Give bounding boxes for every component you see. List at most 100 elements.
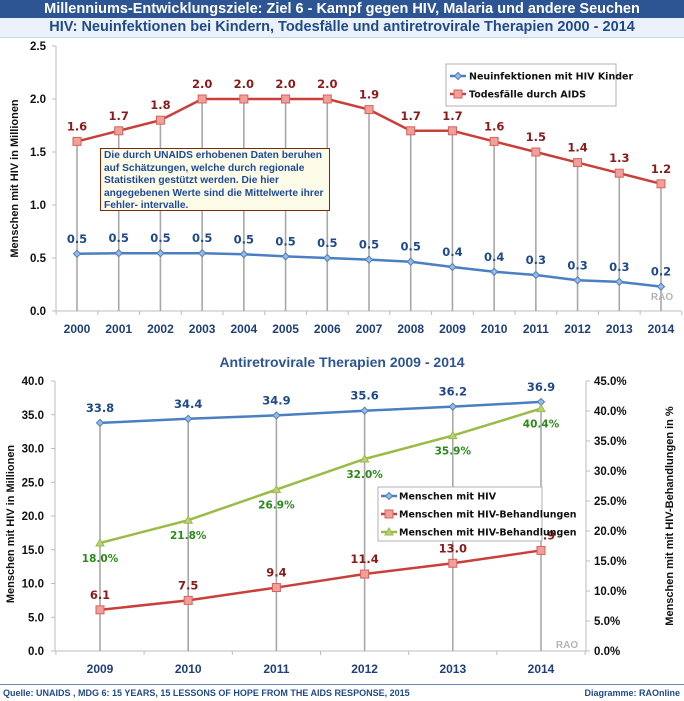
data-label: 36.2	[439, 385, 467, 399]
data-label: 33.8	[86, 401, 114, 415]
data-label: 35.9%	[435, 446, 472, 458]
data-label: 2.0	[192, 77, 212, 91]
data-label: 0.3	[567, 258, 587, 272]
x-tick-label: 2013	[606, 322, 633, 336]
legend-swatch-marker	[384, 509, 394, 519]
x-tick-label: 2001	[105, 322, 132, 336]
y-tick-label: 5.0	[28, 612, 44, 624]
legend-entry: Todesfälle durch AIDS	[469, 90, 586, 101]
legend-swatch-marker	[384, 526, 394, 536]
data-point	[489, 136, 499, 146]
legend-swatch-marker	[384, 491, 394, 501]
page-subtitle: HIV: Neuinfektionen bei Kindern, Todesfä…	[0, 18, 684, 38]
source-text: Quelle: UNAIDS , MDG 6: 15 YEARS, 15 LES…	[3, 688, 410, 698]
data-label: 2.0	[275, 77, 295, 91]
legend-box	[445, 63, 617, 107]
x-tick-label: 2010	[481, 322, 508, 336]
data-point	[406, 126, 416, 136]
data-label: 1.5	[526, 130, 546, 144]
chart-hiv-children-deaths: 0.0 0.5 1.0 1.5 2.0 2.5 2000 2001 2002 2003 2004 20…	[9, 41, 683, 336]
data-label: 0.2	[651, 265, 671, 279]
data-label: 13.0	[439, 541, 467, 555]
y2-tick-label: 40.0%	[594, 406, 627, 418]
x-tick-label: 2005	[272, 322, 299, 336]
data-label: 40.4%	[523, 419, 560, 431]
data-point	[406, 257, 415, 266]
x-tick-label: 2014	[528, 662, 555, 676]
data-label: 0.5	[192, 231, 212, 245]
data-point	[448, 402, 458, 411]
data-point	[536, 403, 546, 413]
x-tick-label: 2003	[189, 322, 216, 336]
data-point	[531, 270, 541, 280]
y-tick-label: 0.5	[30, 253, 47, 265]
data-label: 21.8%	[170, 530, 207, 542]
legend-entry: Neuinfektionen mit HIV Kinder	[469, 72, 633, 83]
y-tick-label: 35.0	[22, 410, 44, 422]
data-point	[95, 537, 105, 547]
data-point	[281, 252, 290, 261]
y-tick-label: 2.5	[30, 41, 47, 53]
y2-tick-label: 45.0%	[594, 376, 627, 388]
data-label: 0.5	[401, 240, 421, 254]
data-point	[197, 94, 207, 104]
legend-entry: Menschen mit HIV-Behandlungen	[399, 510, 577, 521]
x-tick-label: 2009	[87, 662, 114, 676]
data-point	[197, 249, 207, 258]
data-point	[531, 147, 541, 157]
data-point	[72, 249, 82, 258]
data-point	[360, 406, 369, 415]
data-label: 0.5	[67, 232, 87, 246]
y2-tick-label: 15.0%	[594, 556, 627, 568]
data-label: 1.9	[359, 88, 379, 102]
data-label: 2.0	[317, 77, 337, 91]
data-point	[95, 605, 105, 615]
data-label: 1.7	[442, 109, 462, 123]
x-tick-label: 2004	[231, 322, 258, 336]
data-point	[364, 255, 374, 264]
y2-tick-label: 35.0%	[594, 436, 627, 448]
x-tick-label: 2010	[175, 662, 202, 676]
data-point	[360, 569, 370, 579]
data-label: 18.0%	[82, 553, 119, 565]
x-tick-label: 2011	[523, 322, 549, 336]
data-point	[322, 94, 332, 104]
data-point	[364, 105, 374, 115]
y2-tick-label: 30.0%	[594, 466, 627, 478]
data-label: 34.4	[174, 397, 202, 411]
data-point	[95, 418, 105, 428]
data-point	[156, 249, 165, 258]
data-point	[573, 276, 582, 285]
chart-title: Antiretrovirale Therapien 2009 - 2014	[219, 354, 464, 370]
data-label: 35.6	[350, 389, 378, 403]
legend-entry: Menschen mit HIV-Behandlungen	[399, 528, 577, 539]
legend-entry: Menschen mit HIV	[399, 492, 497, 503]
data-point	[447, 430, 458, 440]
data-point	[323, 253, 332, 263]
data-label: 32.0%	[346, 469, 383, 481]
data-label: 6.1	[90, 588, 110, 602]
data-label: 0.5	[234, 232, 254, 246]
data-point	[72, 136, 82, 146]
y2-tick-label: 10.0%	[594, 586, 627, 598]
x-tick-label: 2002	[147, 322, 174, 336]
data-point	[447, 126, 457, 136]
data-point	[573, 158, 583, 168]
data-point	[614, 168, 624, 178]
x-tick-label: 2007	[356, 322, 383, 336]
x-tick-label: 2014	[648, 322, 675, 336]
data-label: 36.9	[527, 380, 555, 394]
data-point	[656, 282, 666, 291]
y-tick-label: 0.0	[30, 306, 46, 318]
y-tick-label: 20.0	[22, 511, 44, 523]
data-label: 1.6	[484, 119, 504, 133]
data-label: 26.9%	[258, 500, 295, 512]
data-label: 0.4	[442, 245, 462, 259]
data-point	[271, 484, 282, 494]
data-point	[359, 453, 370, 463]
data-label: 1.7	[401, 109, 421, 123]
data-point	[239, 94, 249, 104]
data-label: 0.5	[359, 238, 379, 252]
legend-box	[377, 486, 543, 542]
